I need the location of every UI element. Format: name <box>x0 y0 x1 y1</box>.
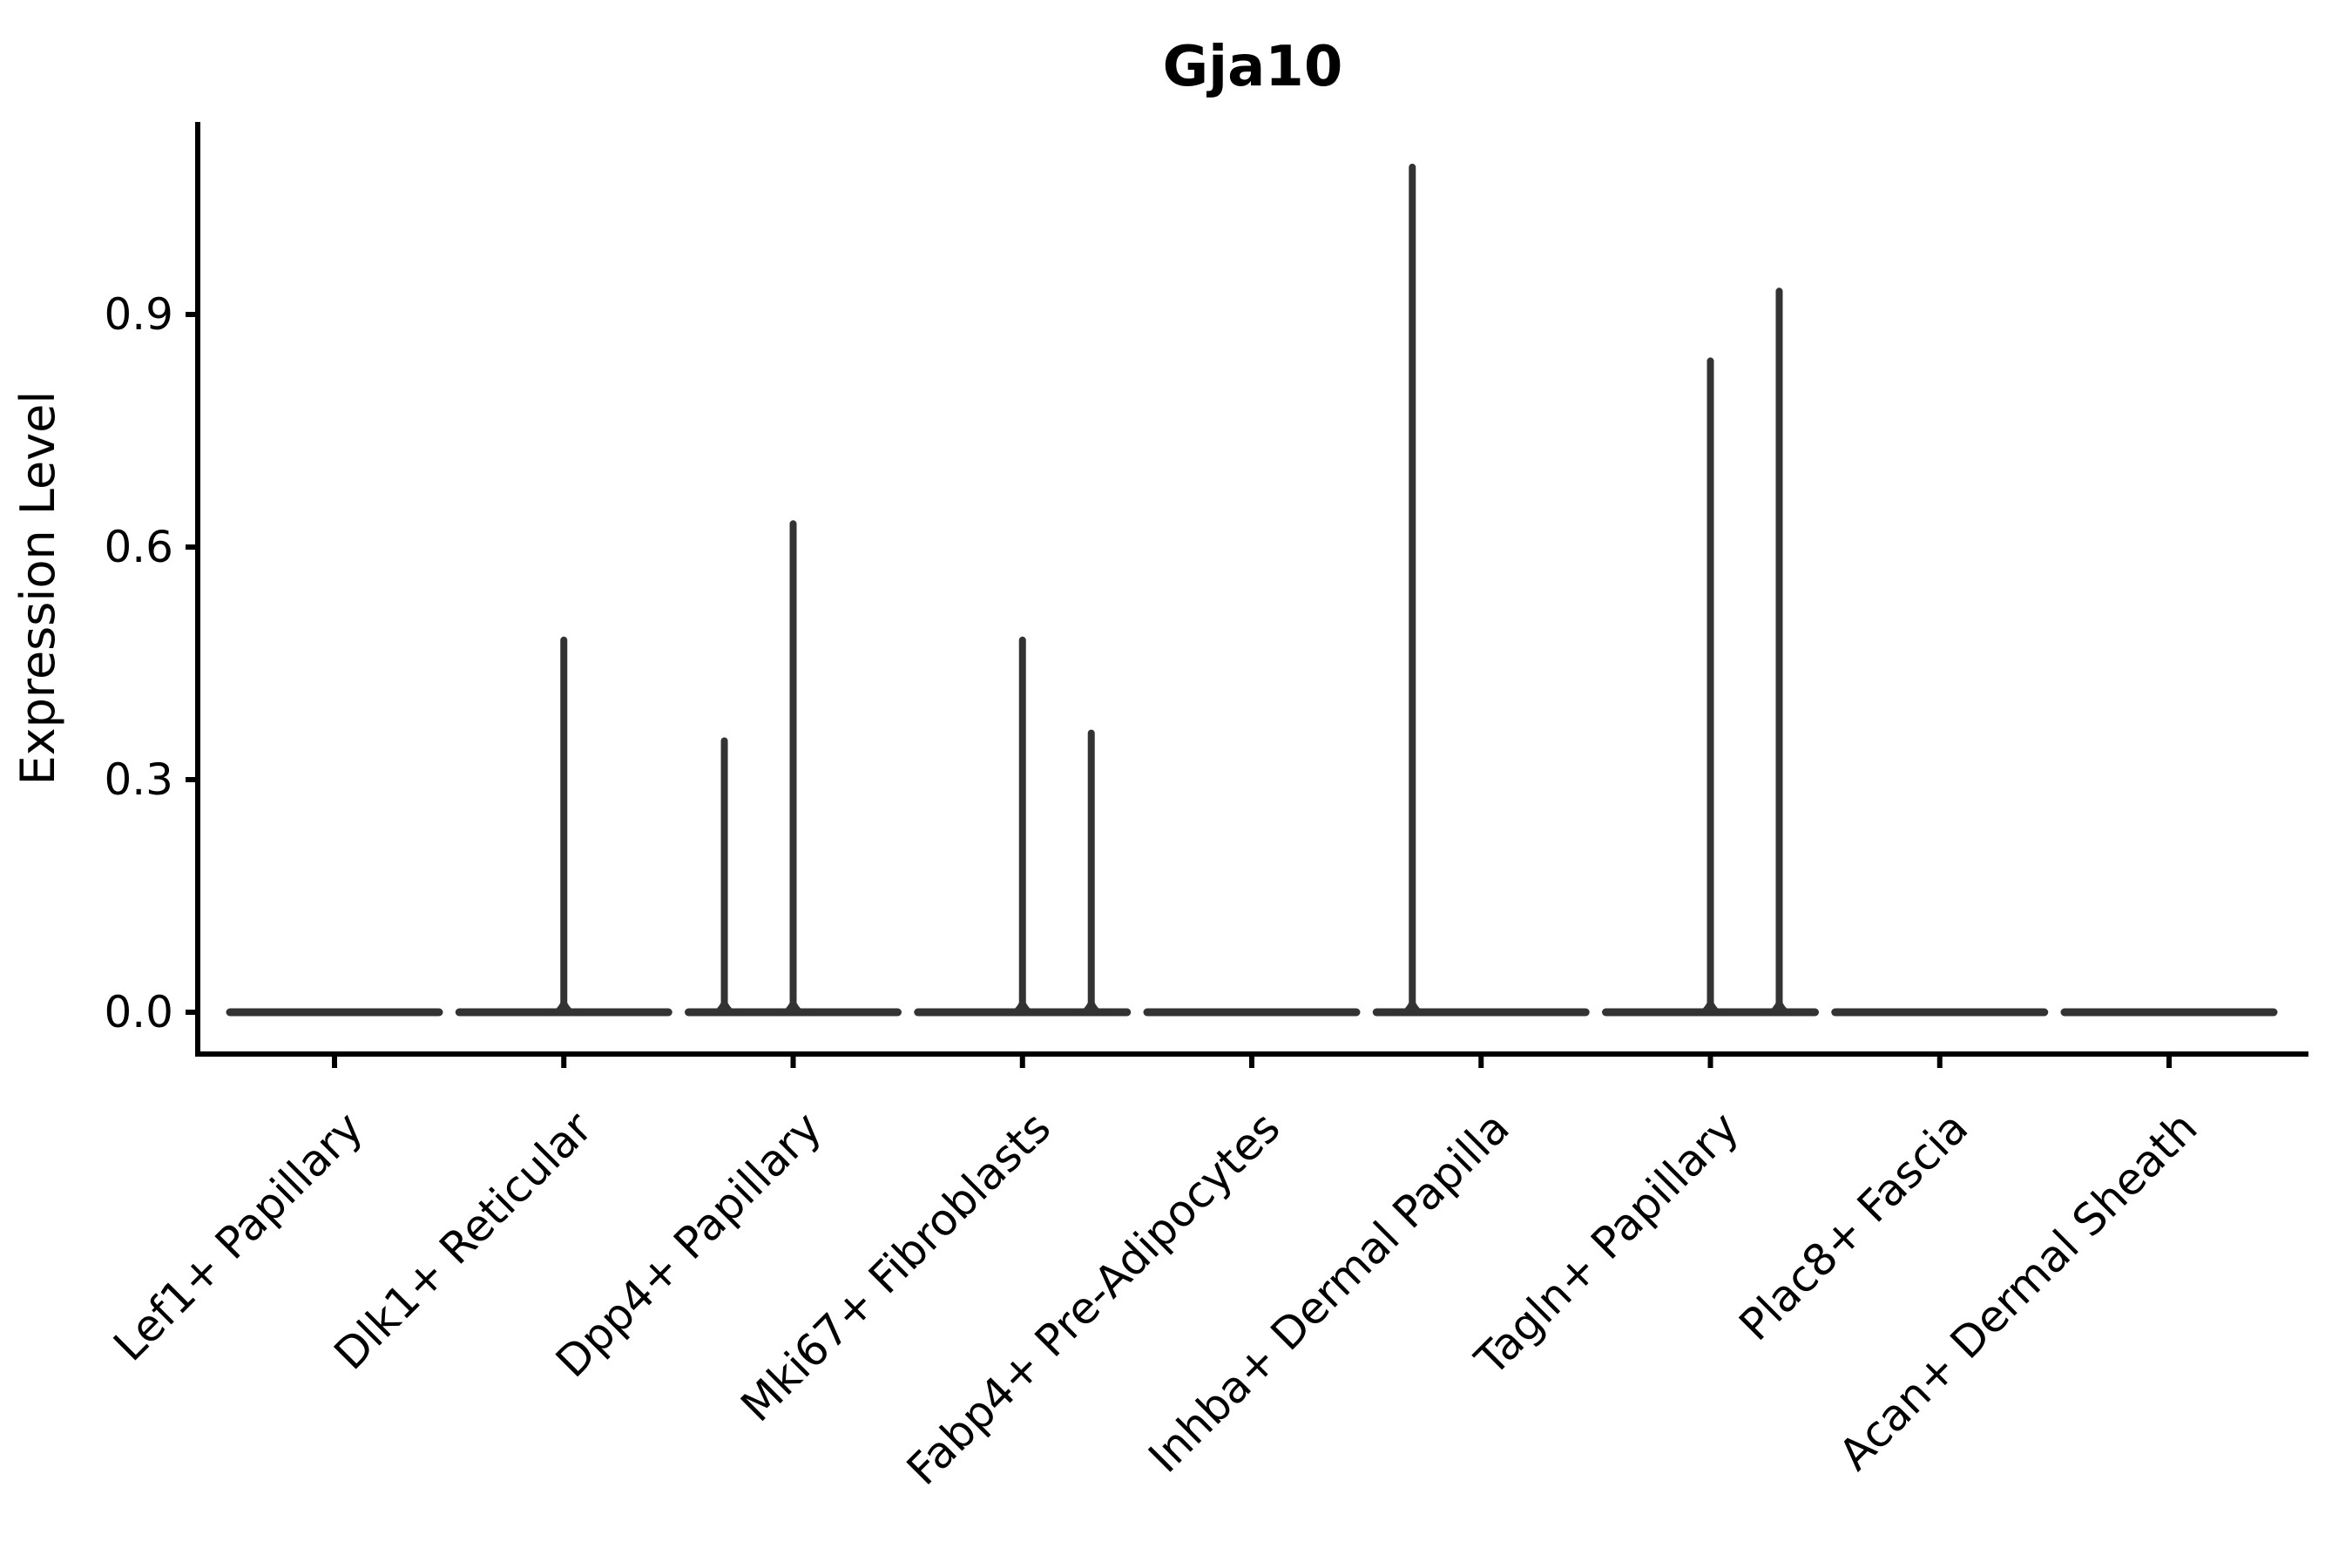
plot-area <box>226 163 2278 1017</box>
x-axis-tick-label: Lef1+ Papillary <box>104 1102 372 1370</box>
y-axis-tick-label: 0.6 <box>104 522 173 572</box>
y-axis-tick-label: 0.3 <box>104 754 173 805</box>
axes <box>186 122 2308 1068</box>
x-axis-tick-label: Fabp4+ Pre-Adipocytes <box>897 1102 1290 1495</box>
axis-labels: Gja10 Expression Level 0.0 0.3 0.6 0.9 Lef1+… <box>10 35 2207 1495</box>
x-axis-tick-label: Plac8+ Fascia <box>1730 1102 1978 1350</box>
y-axis-tick-label: 0.9 <box>104 289 173 340</box>
y-axis-tick-label: 0.0 <box>104 987 173 1037</box>
y-axis-label: Expression Level <box>10 391 65 786</box>
chart-title: Gja10 <box>1163 35 1343 99</box>
